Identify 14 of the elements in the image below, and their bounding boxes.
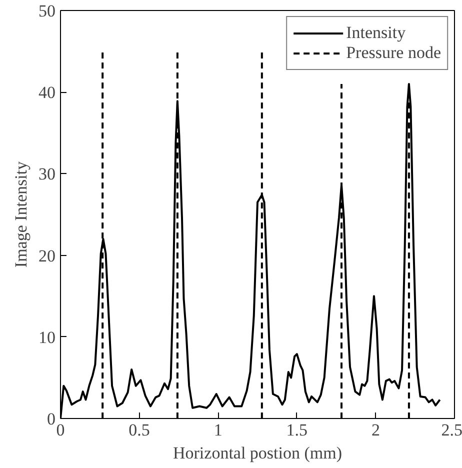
y-tick-label: 30	[38, 164, 56, 184]
legend-label: Intensity	[346, 23, 406, 43]
x-tick-label: 2	[371, 420, 380, 440]
x-tick-label: 1.5	[286, 420, 308, 440]
x-tick-label: 1	[214, 420, 222, 440]
y-tick-label: 10	[38, 328, 56, 347]
y-tick-label: 50	[38, 2, 56, 20]
y-tick-label: 20	[38, 246, 56, 266]
legend-label: Pressure node	[346, 43, 441, 63]
y-tick-label: 40	[38, 83, 56, 102]
x-tick-label: 0.5	[128, 420, 150, 440]
x-axis-title: Horizontal postion (mm)	[172, 444, 342, 462]
y-axis-title: Image Intensity	[12, 160, 30, 268]
x-tick-label: 2.5	[441, 420, 462, 440]
